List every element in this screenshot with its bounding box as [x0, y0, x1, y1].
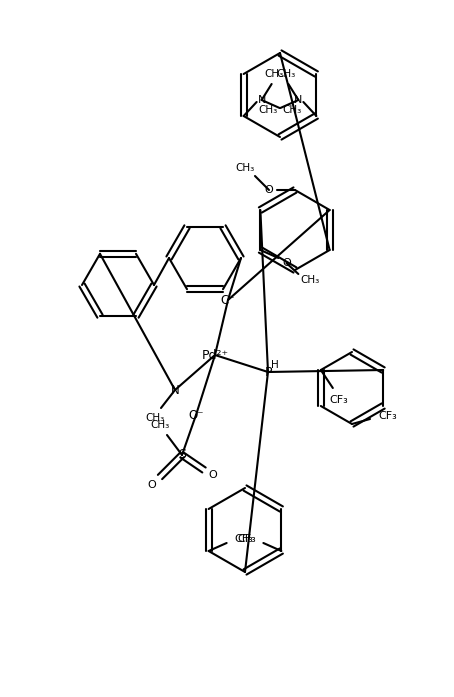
Text: CH₃: CH₃: [264, 69, 283, 79]
Text: CF₃: CF₃: [234, 534, 253, 544]
Text: H: H: [271, 360, 279, 370]
Text: CF₃: CF₃: [379, 411, 397, 421]
Text: CH₃: CH₃: [282, 105, 301, 115]
Text: CH₃: CH₃: [259, 105, 278, 115]
Text: O⁻: O⁻: [188, 408, 204, 422]
Text: CH₃: CH₃: [235, 163, 255, 173]
Text: CH₃: CH₃: [145, 413, 165, 423]
Text: Pd²⁺: Pd²⁺: [202, 348, 228, 362]
Text: O: O: [282, 258, 291, 268]
Text: N: N: [294, 95, 302, 105]
Text: N: N: [257, 95, 266, 105]
Text: P: P: [264, 365, 272, 378]
Text: CF₃: CF₃: [330, 395, 348, 405]
Text: N: N: [171, 383, 179, 397]
Text: CF₃: CF₃: [237, 534, 256, 544]
Text: S: S: [178, 448, 186, 461]
Text: C⁻: C⁻: [221, 293, 235, 307]
Text: CH₃: CH₃: [301, 275, 320, 285]
Text: O: O: [148, 480, 156, 490]
Text: CH₃: CH₃: [277, 69, 296, 79]
Text: CH₃: CH₃: [150, 420, 170, 430]
Text: O: O: [265, 185, 273, 195]
Text: O: O: [209, 470, 217, 480]
